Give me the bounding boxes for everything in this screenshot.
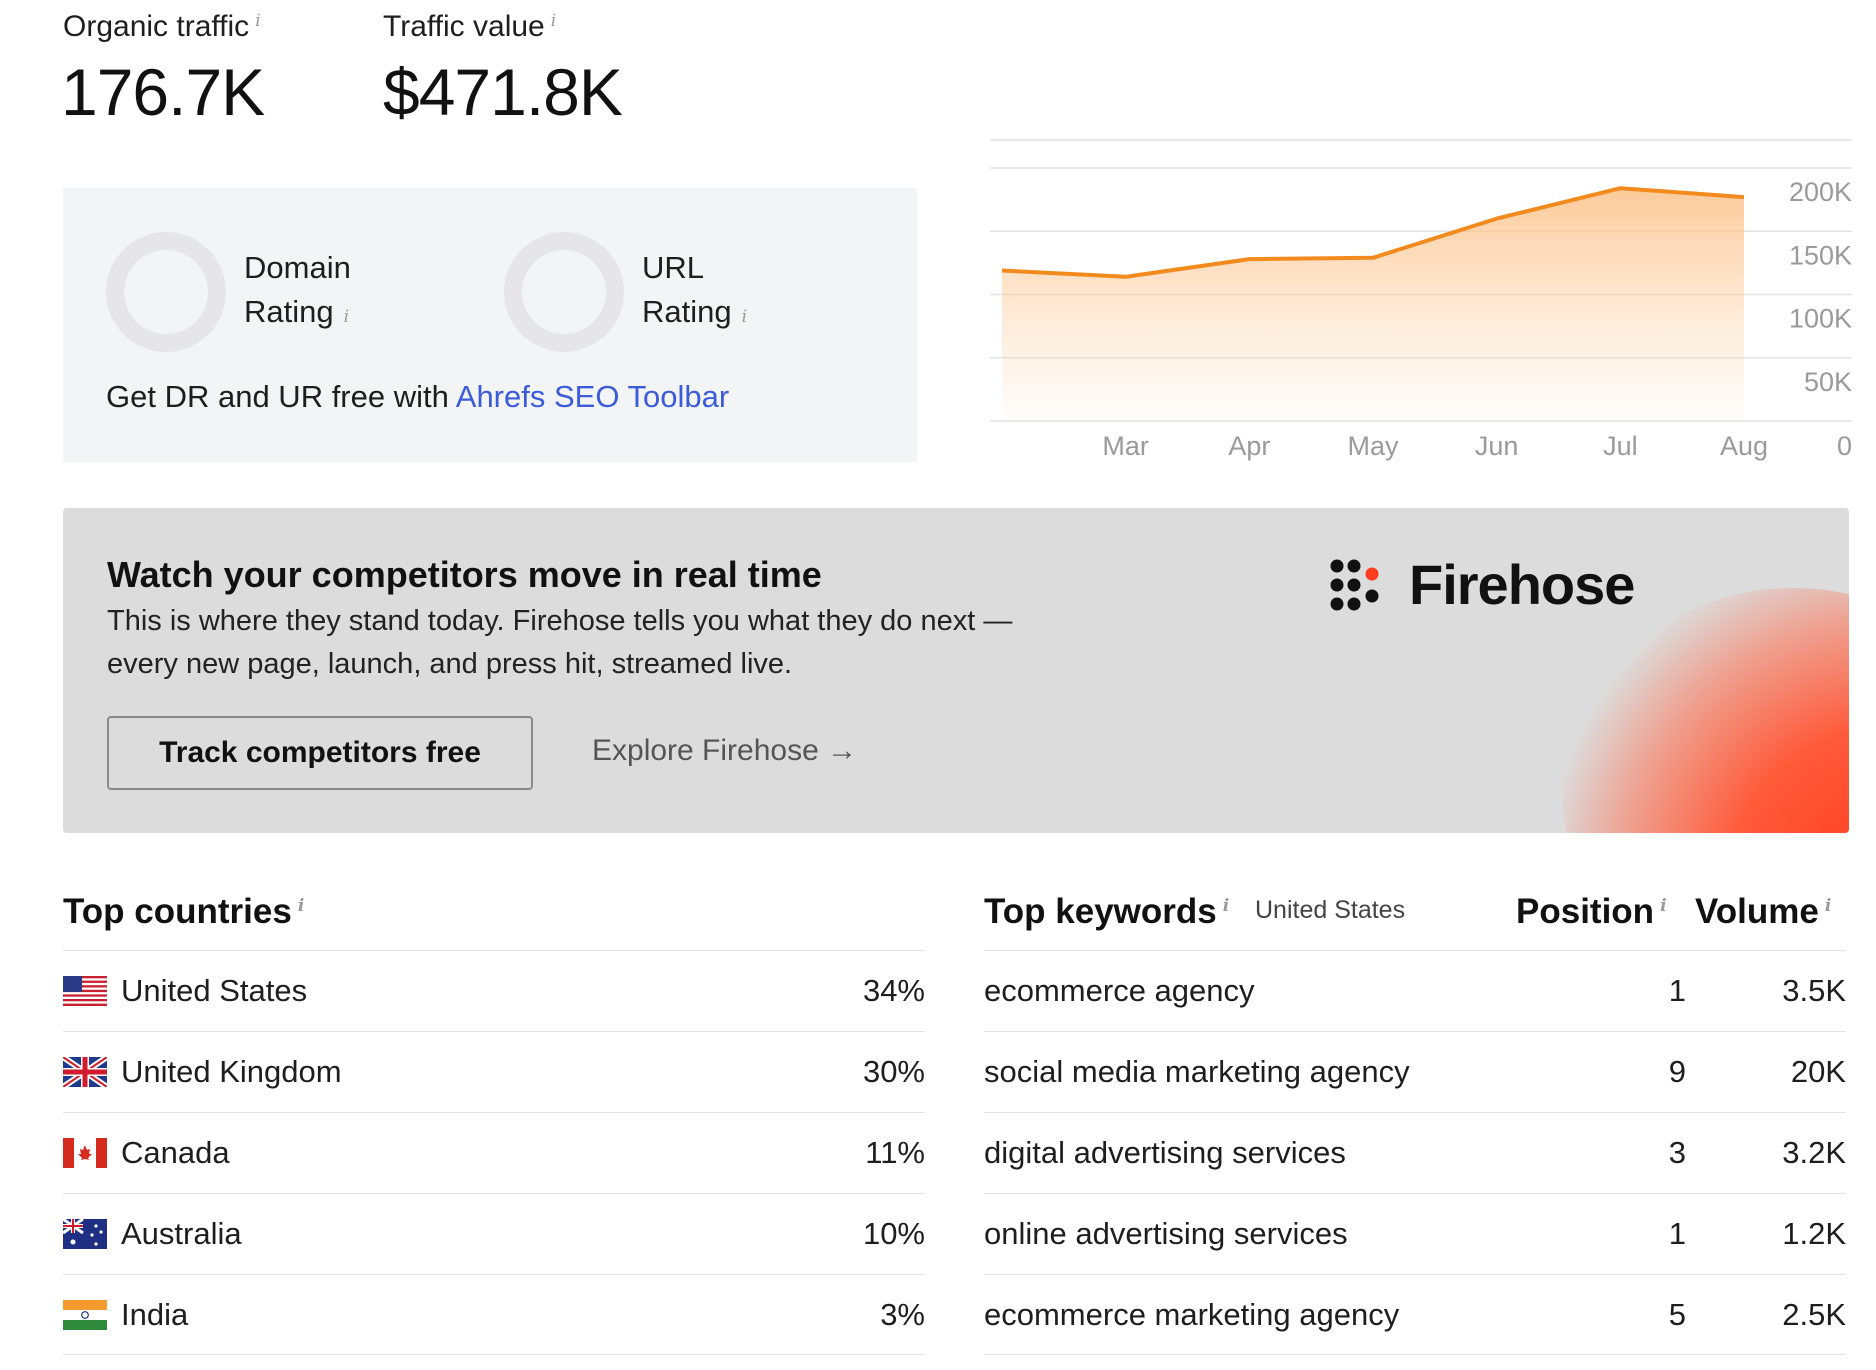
domain-rating-ring (106, 232, 226, 352)
firehose-promo-banner: Watch your competitors move in real time… (63, 508, 1849, 833)
india-flag-icon (63, 1299, 107, 1330)
y-tick-label: 150K (1789, 240, 1852, 270)
keyword-row[interactable]: social media marketing agency 9 20K (984, 1031, 1846, 1112)
x-tick-label: Apr (1228, 431, 1270, 461)
traffic-value-label-text: Traffic value (383, 10, 545, 43)
keyword-volume: 20K (1790, 1054, 1846, 1089)
chart-ticks: 200K 150K 100K 50K 0 Mar Apr May Jun Jul Aug (1102, 177, 1852, 461)
organic-traffic-value: 176.7K (61, 55, 265, 129)
organic-traffic-label-text: Organic traffic (63, 10, 250, 43)
canada-flag-icon (63, 1138, 107, 1168)
info-icon[interactable]: i (297, 896, 305, 916)
country-share: 3% (880, 1296, 925, 1332)
y-tick-label: 200K (1789, 177, 1852, 207)
keyword-position: 1 (1668, 1216, 1686, 1251)
country-row[interactable]: India 3% (63, 1274, 925, 1355)
position-header[interactable]: Position i (1516, 892, 1667, 932)
explore-firehose-link[interactable]: Explore Firehose → (592, 734, 858, 767)
keyword-position: 5 (1668, 1296, 1686, 1332)
toolbar-promo-text: Get DR and UR free with (106, 379, 449, 414)
country-share: 30% (862, 1054, 925, 1089)
country-name: Canada (121, 1135, 230, 1170)
decorative-gradient-blob (1563, 588, 1849, 833)
keyword-row[interactable]: online advertising services 1 1.2K (984, 1193, 1846, 1274)
x-tick-label: Jul (1603, 431, 1638, 461)
top-keywords-title-text: Top keywords (984, 892, 1217, 931)
country-row[interactable]: United Kingdom 30% (63, 1031, 925, 1112)
volume-header[interactable]: Volume i (1695, 892, 1831, 932)
info-icon[interactable]: i (1222, 896, 1230, 916)
top-keywords-title: Top keywords i (984, 892, 1229, 932)
x-tick-label: Aug (1720, 431, 1768, 461)
country-name: India (121, 1296, 189, 1332)
uk-flag-icon (63, 1057, 107, 1087)
country-row[interactable]: United States 34% (63, 950, 925, 1031)
x-tick-label: May (1347, 431, 1399, 461)
top-countries-title-text: Top countries (63, 892, 292, 931)
country-row[interactable]: Canada 11% (63, 1112, 925, 1193)
keyword-position: 3 (1668, 1135, 1686, 1170)
keyword-position: 1 (1668, 973, 1686, 1008)
keyword-text[interactable]: online advertising services (984, 1216, 1348, 1251)
traffic-value-label: Traffic value i (383, 10, 556, 44)
keyword-volume: 1.2K (1782, 1216, 1846, 1251)
traffic-area (1002, 188, 1744, 421)
traffic-line (1001, 186, 1745, 279)
x-tick-label: Mar (1102, 431, 1149, 461)
country-row[interactable]: Australia 10% (63, 1193, 925, 1274)
url-rating-line1: URL (642, 250, 705, 285)
info-icon[interactable]: i (741, 307, 748, 327)
ahrefs-seo-toolbar-link[interactable]: Ahrefs SEO Toolbar (455, 379, 730, 414)
keyword-text[interactable]: ecommerce marketing agency (984, 1296, 1400, 1332)
track-competitors-button[interactable]: Track competitors free (107, 716, 533, 790)
url-rating-ring (504, 232, 624, 352)
info-icon[interactable]: i (1660, 896, 1667, 916)
volume-header-text: Volume (1695, 892, 1819, 931)
firehose-logo-icon (1330, 559, 1379, 610)
country-name: United States (121, 973, 308, 1008)
keyword-text[interactable]: social media marketing agency (984, 1054, 1410, 1089)
keyword-volume: 2.5K (1782, 1296, 1846, 1332)
keyword-row[interactable]: ecommerce marketing agency 5 2.5K (984, 1274, 1846, 1355)
y-tick-label: 100K (1789, 304, 1852, 334)
y-tick-label: 50K (1804, 367, 1852, 397)
keyword-row[interactable]: digital advertising services 3 3.2K (984, 1112, 1846, 1193)
australia-flag-icon (63, 1219, 107, 1249)
keyword-text[interactable]: ecommerce agency (984, 973, 1255, 1008)
promo-description: This is where they stand today. Firehose… (107, 605, 1013, 680)
info-icon[interactable]: i (255, 11, 261, 31)
keywords-location[interactable]: United States (1255, 896, 1406, 924)
toolbar-promo-line: Get DR and UR free with Ahrefs SEO Toolb… (106, 379, 729, 415)
domain-rating-line2: Rating (244, 294, 334, 329)
firehose-brand: Firehose (1325, 552, 1635, 617)
country-share: 10% (862, 1216, 925, 1251)
info-icon[interactable]: i (1824, 896, 1832, 916)
promo-title: Watch your competitors move in real time (107, 554, 822, 595)
url-rating-label: URL Rating i (642, 246, 747, 339)
keyword-volume: 3.5K (1782, 973, 1846, 1008)
country-name: Australia (121, 1216, 242, 1251)
keyword-volume: 3.2K (1782, 1135, 1846, 1170)
us-flag-icon (63, 976, 107, 1006)
info-icon[interactable]: i (550, 11, 557, 31)
keyword-position: 9 (1668, 1054, 1686, 1089)
country-name: United Kingdom (121, 1054, 342, 1089)
firehose-brand-name: Firehose (1409, 553, 1635, 616)
url-rating-line2: Rating (642, 294, 732, 329)
y-tick-label: 0 (1837, 431, 1852, 461)
organic-traffic-label: Organic traffic i (63, 10, 261, 44)
traffic-value-amount: $471.8K (383, 55, 623, 129)
country-share: 34% (862, 973, 925, 1008)
domain-rating-line1: Domain (244, 250, 351, 285)
info-icon[interactable]: i (343, 307, 350, 327)
keyword-row[interactable]: ecommerce agency 1 3.5K (984, 950, 1846, 1031)
country-share: 11% (865, 1135, 925, 1170)
x-tick-label: Jun (1475, 431, 1519, 461)
rating-panel: Domain Rating i URL Rating i Get DR and UR… (63, 188, 917, 462)
keyword-text[interactable]: digital advertising services (984, 1135, 1346, 1170)
position-header-text: Position (1516, 892, 1655, 931)
top-countries-title: Top countries i (63, 892, 304, 932)
domain-rating-label: Domain Rating i (244, 246, 351, 339)
traffic-chart: 200K 150K 100K 50K 0 Mar Apr May Jun Jul Aug (990, 139, 1852, 461)
